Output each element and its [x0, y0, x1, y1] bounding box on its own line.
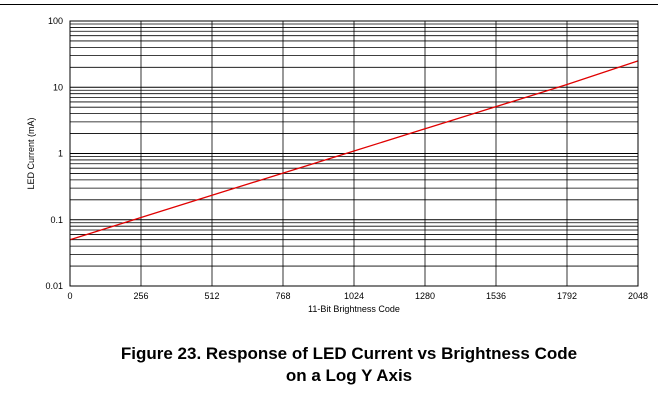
gridlines: [69, 21, 639, 287]
x-tick-label: 0: [67, 291, 72, 301]
y-tick-label: 10: [53, 82, 63, 92]
figure-caption: Figure 23. Response of LED Current vs Br…: [0, 343, 658, 387]
tick-labels: 0 256 512 768 1024 1280 1536 1792 2048 100 10 1 0.1 0…: [45, 16, 648, 301]
y-tick-label: 1: [58, 149, 63, 159]
series-line: [69, 60, 639, 241]
x-tick-label: 1280: [415, 291, 435, 301]
y-tick-label: 100: [48, 16, 63, 26]
chart: 0 256 512 768 1024 1280 1536 1792 2048 100 10 1 0.1 0…: [26, 16, 648, 314]
x-tick-label: 2048: [628, 291, 648, 301]
x-tick-label: 512: [204, 291, 219, 301]
caption-line-2: on a Log Y Axis: [285, 366, 413, 385]
x-tick-label: 768: [275, 291, 290, 301]
series-layer: [69, 60, 639, 241]
x-tick-label: 1792: [557, 291, 577, 301]
x-tick-label: 1024: [344, 291, 364, 301]
plot-frame: [69, 20, 639, 287]
top-rule: [0, 4, 658, 5]
x-tick-label: 1536: [486, 291, 506, 301]
caption-line-1: Figure 23. Response of LED Current vs Br…: [120, 344, 578, 363]
y-tick-label: 0.01: [45, 281, 63, 291]
x-tick-label: 256: [133, 291, 148, 301]
x-axis-label: 11-Bit Brightness Code: [308, 304, 400, 314]
y-axis-label: LED Current (mA): [26, 117, 36, 189]
y-tick-label: 0.1: [50, 215, 63, 225]
